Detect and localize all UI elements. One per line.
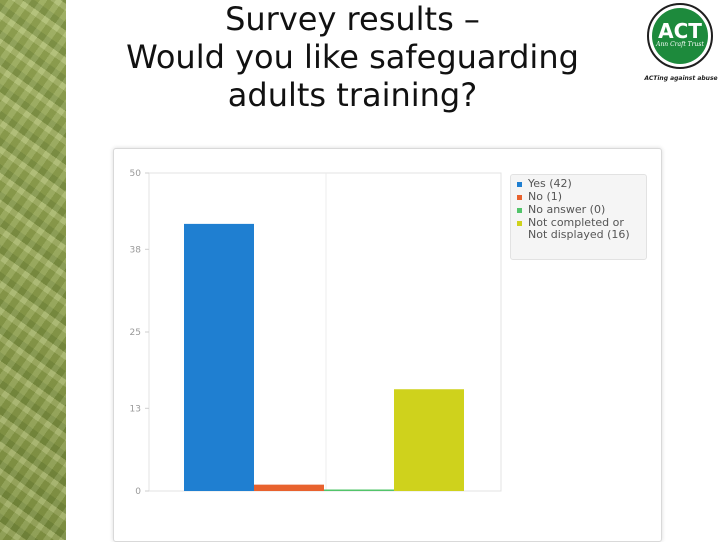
legend-label-no: No (1)	[528, 190, 563, 203]
legend-swatch-yes	[517, 182, 522, 187]
y-tick-label-1: 13	[130, 404, 141, 414]
legend-label-not-completed: Not completed or Not displayed (16)	[528, 216, 630, 241]
legend-label-no-answer: No answer (0)	[528, 203, 606, 216]
chart-panel: 0 13 25 38 50 Yes (42) No (1) No answer (0) …	[113, 148, 662, 542]
y-tick-label-0: 0	[135, 487, 141, 497]
logo-subtext: Ann Craft Trust	[656, 41, 704, 48]
legend-item-no-answer[interactable]: No answer (0)	[517, 204, 642, 216]
logo-tagline: ACTing against abuse	[644, 75, 718, 82]
decorative-side-strip	[0, 0, 66, 540]
slide-title: Survey results – Would you like safeguar…	[70, 0, 635, 114]
legend-swatch-no	[517, 195, 522, 200]
y-tick-label-4: 50	[130, 169, 142, 179]
legend-swatch-not-completed	[517, 221, 522, 226]
logo-badge-inner: ACT Ann Craft Trust	[652, 8, 708, 64]
bar-no-answer	[324, 489, 394, 491]
slide-title-line-2: Would you like safeguarding	[126, 38, 579, 76]
y-tick-label-3: 38	[130, 245, 142, 255]
chart-legend: Yes (42) No (1) No answer (0) Not comple…	[510, 174, 647, 260]
legend-swatch-no-answer	[517, 208, 522, 213]
logo-text: ACT	[658, 19, 702, 43]
legend-label-yes: Yes (42)	[528, 177, 572, 190]
y-tick-label-2: 25	[130, 328, 141, 338]
slide-title-line-1: Survey results –	[225, 0, 480, 38]
bar-yes	[184, 223, 254, 491]
bar-not-completed	[394, 389, 464, 491]
slide-title-line-3: adults training?	[227, 76, 478, 114]
legend-item-not-completed[interactable]: Not completed or Not displayed (16)	[517, 217, 642, 241]
legend-item-no[interactable]: No (1)	[517, 191, 642, 203]
logo-badge: ACT Ann Craft Trust	[647, 3, 713, 69]
bar-chart: 0 13 25 38 50	[130, 169, 502, 497]
legend-item-yes[interactable]: Yes (42)	[517, 178, 642, 190]
act-logo: ACT Ann Craft Trust ACTing against abuse	[644, 3, 718, 87]
bar-no	[254, 484, 324, 491]
